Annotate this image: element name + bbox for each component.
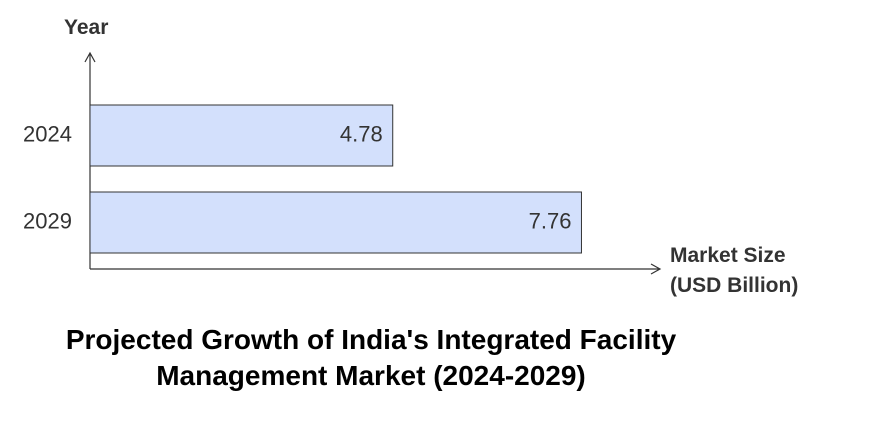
chart-title: Projected Growth of India's Integrated F… <box>65 324 677 391</box>
y-tick-label: 2029 <box>23 208 72 233</box>
x-axis <box>90 263 662 275</box>
value-label: 7.76 <box>529 208 572 233</box>
value-label: 4.78 <box>340 121 383 146</box>
bar <box>89 104 394 167</box>
y-axis-label: Year <box>64 16 109 39</box>
x-axis-label: Market Size (USD Billion) <box>670 244 799 297</box>
bar <box>89 191 582 254</box>
y-tick-label: 2024 <box>23 121 72 146</box>
